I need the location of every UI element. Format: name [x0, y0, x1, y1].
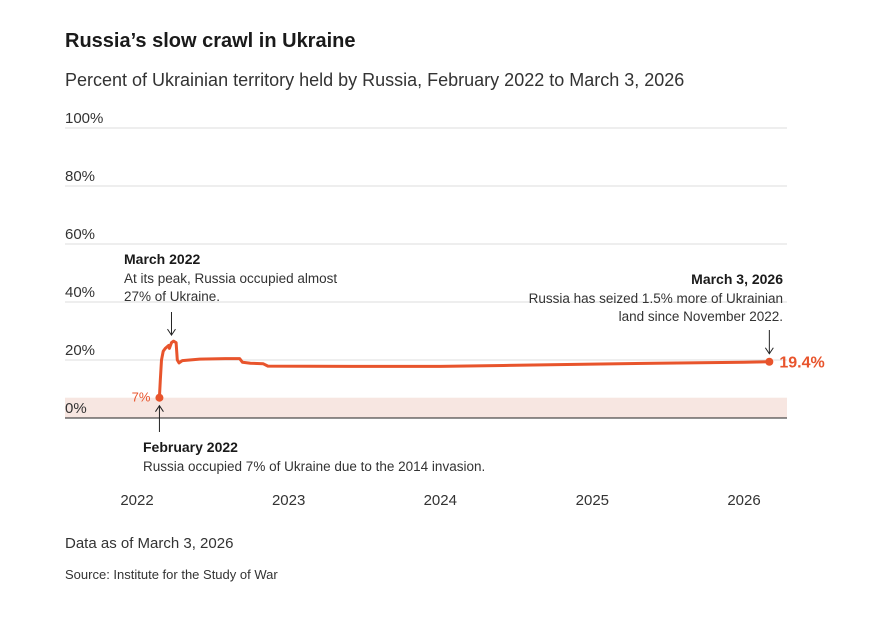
annotation-peak-text: At its peak, Russia occupied almost — [124, 271, 337, 286]
annotation-peak-text: 27% of Ukraine. — [124, 289, 220, 304]
annotation-latest-text: land since November 2022. — [619, 309, 783, 324]
baseline-band — [65, 397, 787, 418]
annotation-start-text: Russia occupied 7% of Ukraine due to the… — [143, 459, 485, 474]
y-tick-label: 40% — [65, 284, 95, 301]
x-tick-label: 2025 — [576, 492, 609, 509]
x-tick-label: 2024 — [424, 492, 457, 509]
start-value-label: 7% — [132, 390, 151, 405]
y-tick-label: 0% — [65, 400, 87, 417]
x-tick-label: 2022 — [120, 492, 153, 509]
start-point — [155, 393, 164, 402]
y-tick-label: 80% — [65, 168, 95, 185]
end-point — [765, 357, 774, 366]
y-tick-label: 60% — [65, 226, 95, 243]
x-tick-label: 2023 — [272, 492, 305, 509]
chart-title: Russia’s slow crawl in Ukraine — [65, 30, 356, 52]
annotation-peak-arrow-head — [167, 328, 176, 337]
annotation-start-arrow-head — [155, 404, 164, 412]
annotation-latest-arrow-head — [764, 347, 774, 355]
annotation-latest-text: Russia has seized 1.5% more of Ukrainian — [529, 291, 783, 306]
x-tick-label: 2026 — [727, 492, 760, 509]
data-date-note: Data as of March 3, 2026 — [65, 535, 234, 552]
annotation-start-heading: February 2022 — [143, 439, 238, 455]
chart-subtitle: Percent of Ukrainian territory held by R… — [65, 70, 685, 90]
annotation-peak-heading: March 2022 — [124, 251, 200, 267]
end-value-label: 19.4% — [779, 355, 824, 372]
y-tick-label: 100% — [65, 110, 103, 127]
source-note: Source: Institute for the Study of War — [65, 567, 278, 582]
y-tick-label: 20% — [65, 342, 95, 359]
annotation-latest-heading: March 3, 2026 — [691, 271, 783, 287]
series-line — [157, 339, 771, 400]
